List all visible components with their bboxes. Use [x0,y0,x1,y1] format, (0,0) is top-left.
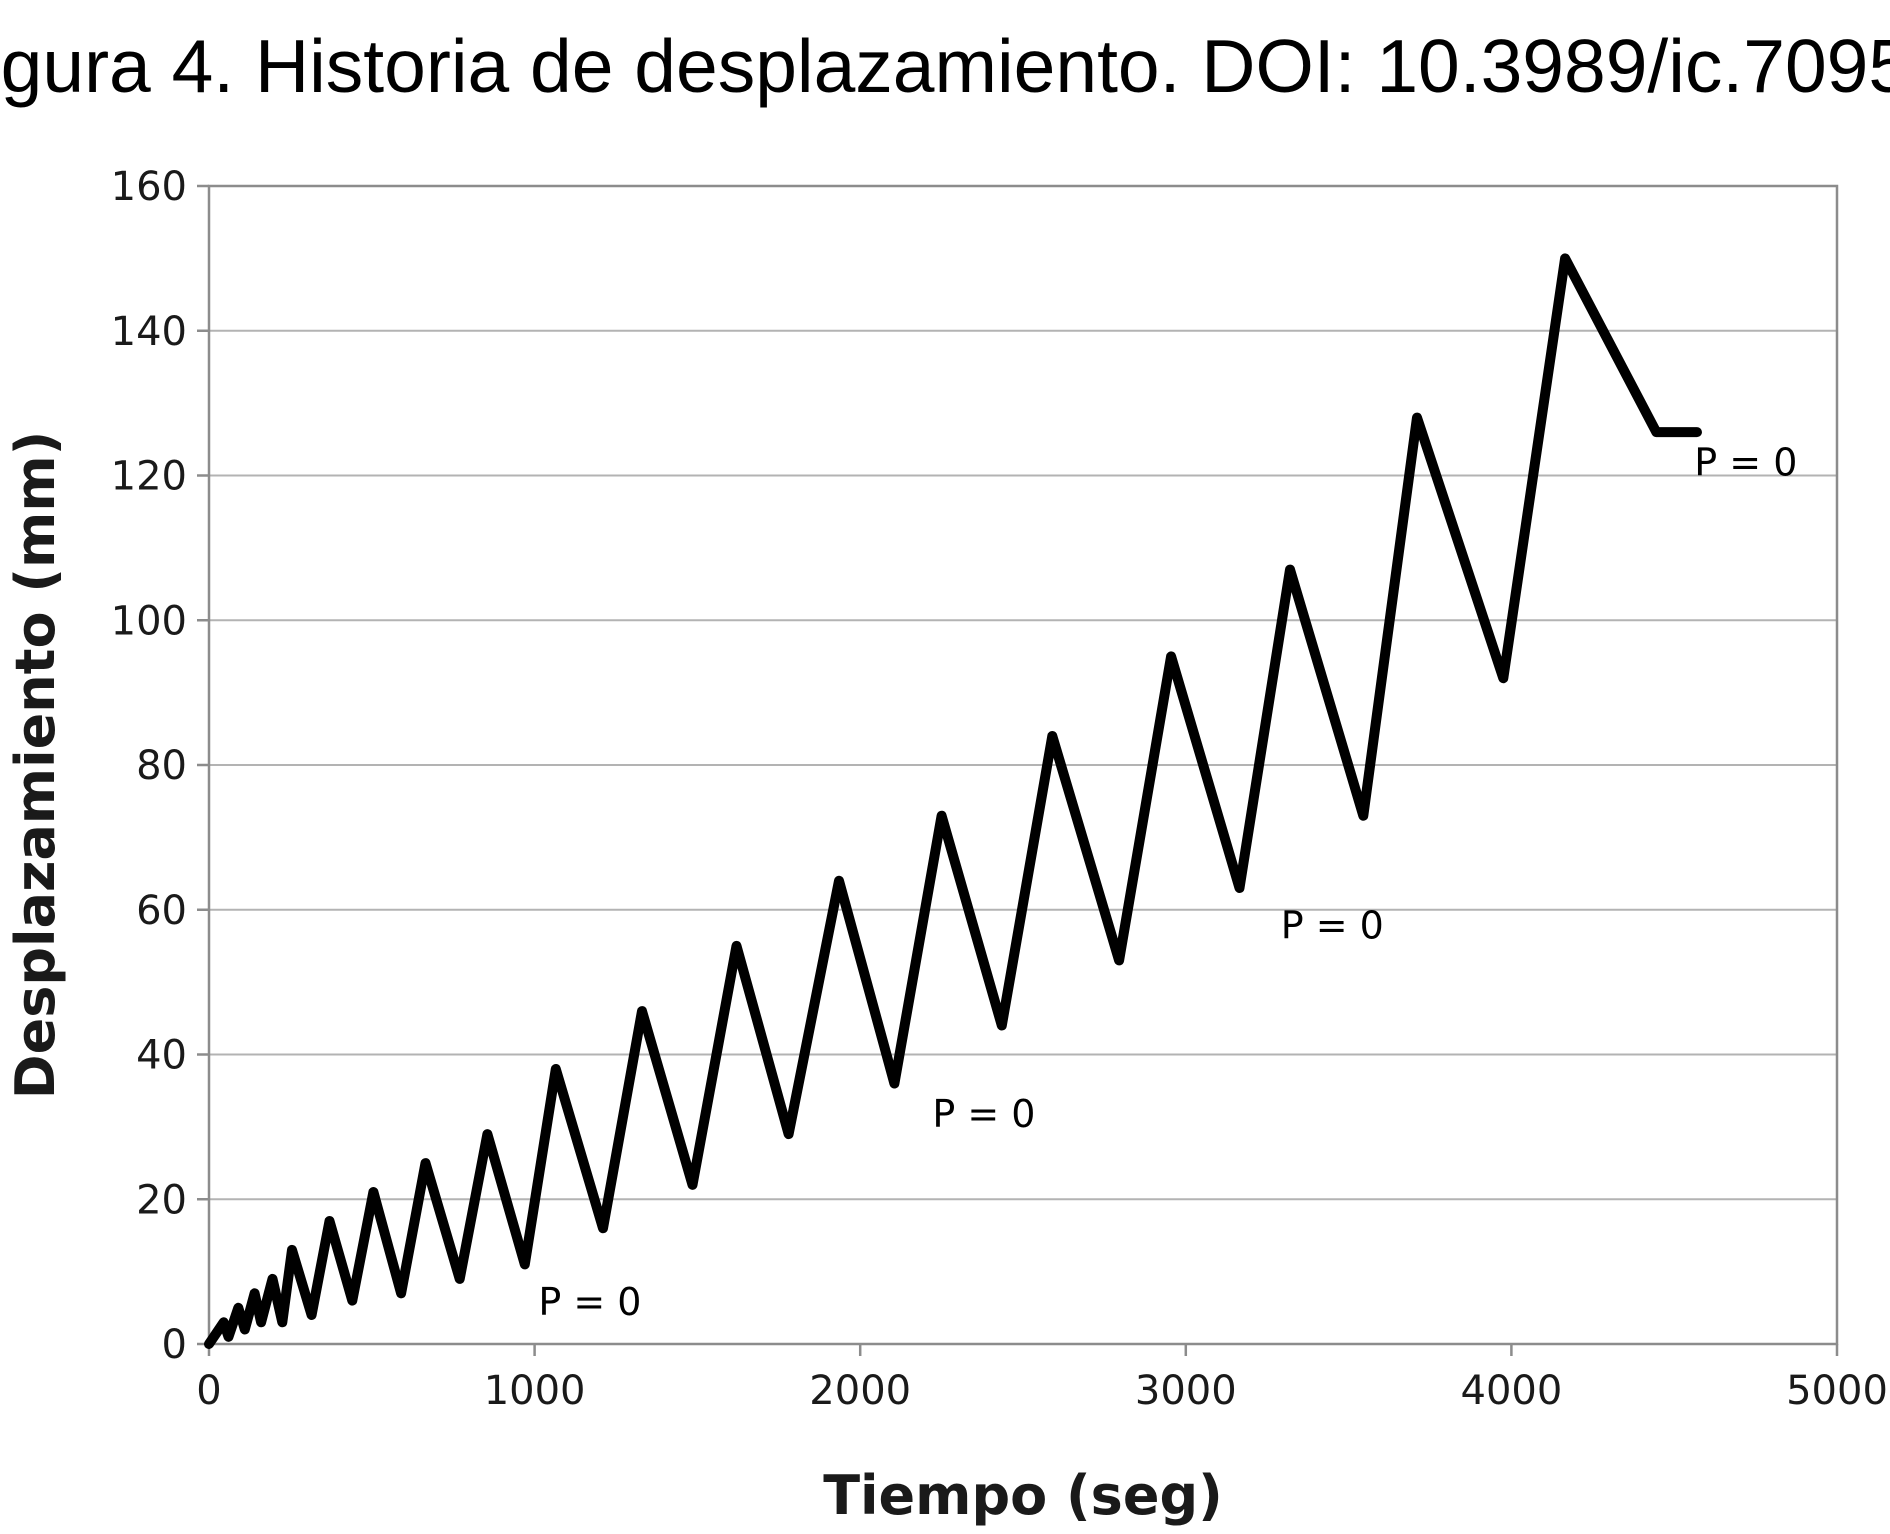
annotation-label: P = 0 [1694,441,1797,485]
series-line [204,253,1702,1349]
annotation-label: P = 0 [538,1280,641,1324]
x-tick-label: 4000 [1461,1368,1563,1414]
series-layer [204,253,1702,1349]
y-tick-label: 40 [136,1033,187,1079]
x-axis-title: Tiempo (seg) [823,1464,1223,1527]
gridlines [209,329,1837,1201]
x-tick-label: 2000 [809,1368,911,1414]
x-tick-label: 3000 [1135,1368,1237,1414]
y-tick-label: 120 [111,454,187,500]
x-tick-label: 1000 [484,1368,586,1414]
chart-title: Figura 4. Historia de desplazamiento. DO… [0,24,1890,108]
y-tick-label: 80 [136,743,187,789]
annotations: P = 0 P = 0 P = 0 P = 0 [538,441,1797,1325]
y-tick-label: 100 [111,598,187,644]
annotation-label: P = 0 [1281,904,1384,948]
y-tick-label: 0 [162,1322,187,1368]
y-axis-title: Desplazamiento (mm) [4,431,67,1100]
y-tick-label: 60 [136,888,187,934]
y-tick-label: 160 [111,164,187,210]
y-tick-label: 20 [136,1177,187,1223]
y-tick-label: 140 [111,309,187,355]
x-tick-label: 0 [196,1368,221,1414]
axis-ticks: 0 20 40 60 80 100 120 140 160 0 1000 2000 3000 4000 50… [111,164,1888,1414]
x-tick-label: 5000 [1786,1368,1888,1414]
annotation-label: P = 0 [932,1092,1035,1136]
